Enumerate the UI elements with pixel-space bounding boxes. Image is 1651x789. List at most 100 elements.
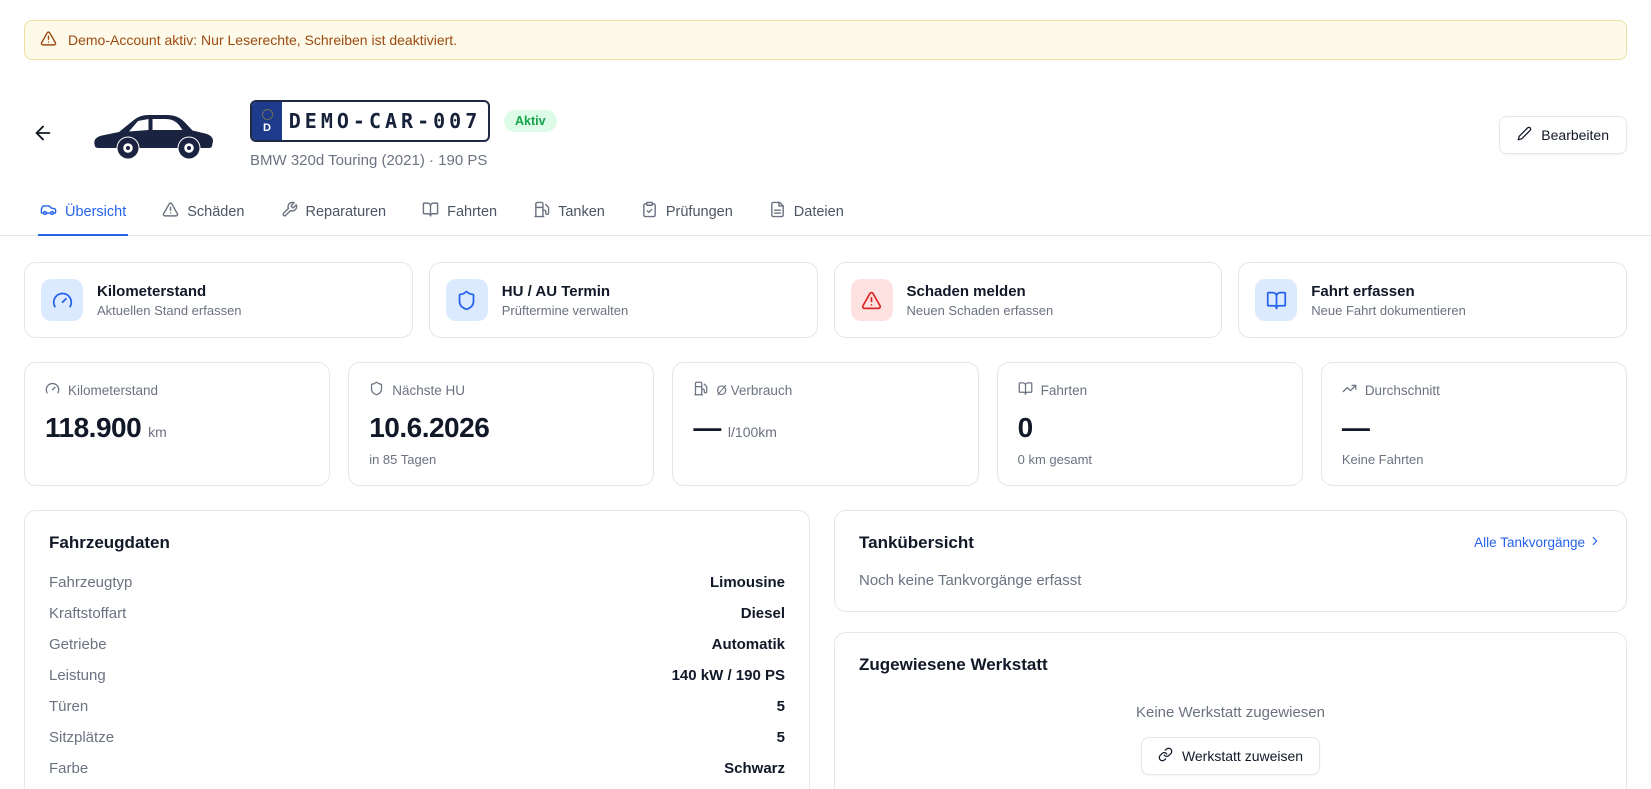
stat-kilometerstand: Kilometerstand 118.900 km <box>24 362 331 486</box>
plate-country-code: D <box>263 121 271 134</box>
quick-action-schaden-melden[interactable]: Schaden melden Neuen Schaden erfassen <box>833 262 1223 338</box>
quick-actions-row: Kilometerstand Aktuellen Stand erfassen … <box>24 262 1627 338</box>
warning-triangle-icon <box>40 30 57 50</box>
edit-button[interactable]: Bearbeiten <box>1499 115 1627 154</box>
tab-label: Schäden <box>187 203 245 220</box>
vehicle-subtitle: BMW 320d Touring (2021) · 190 PS <box>250 152 488 169</box>
vehicle-data-row: Leistung 140 kW / 190 PS <box>49 660 785 691</box>
stat-value: — <box>1341 412 1370 443</box>
gauge-icon <box>41 279 83 321</box>
quick-action-subtitle: Prüftermine verwalten <box>501 302 629 318</box>
stat-value: — <box>693 412 721 443</box>
fuel-empty-text: Noch keine Tankvorgänge erfasst <box>859 571 1082 589</box>
vehicle-header: D DEMO-CAR-007 Aktiv BMW 320d Touring (2… <box>24 100 1627 169</box>
stat-fahrten: Fahrten 0 0 km gesamt <box>996 362 1303 486</box>
workshop-empty-text: Keine Werkstatt zugewiesen <box>1136 703 1325 721</box>
row-value: Automatik <box>711 635 785 653</box>
row-label: Getriebe <box>49 635 107 653</box>
vehicle-data-row: Kraftstoffart Diesel <box>49 598 785 629</box>
back-button[interactable] <box>30 122 56 148</box>
clipboard-check-icon <box>641 201 658 222</box>
stat-value: 118.900 <box>45 412 142 443</box>
row-label: Farbe <box>49 759 89 777</box>
tab-uebersicht[interactable]: Übersicht <box>38 191 129 236</box>
quick-action-title: HU / AU Termin <box>501 282 611 300</box>
edit-button-label: Bearbeiten <box>1541 126 1609 143</box>
wrench-icon <box>281 201 298 222</box>
stat-suffix: km <box>148 424 167 440</box>
quick-action-title: Kilometerstand <box>97 282 207 300</box>
stat-label-text: Fahrten <box>1040 382 1088 398</box>
banner-text: Demo-Account aktiv: Nur Leserechte, Schr… <box>68 32 458 48</box>
tab-label: Dateien <box>793 203 844 220</box>
quick-action-fahrt-erfassen[interactable]: Fahrt erfassen Neue Fahrt dokumentieren <box>1238 262 1627 338</box>
quick-action-subtitle: Neue Fahrt dokumentieren <box>1311 302 1466 318</box>
warning-triangle-icon <box>162 201 179 222</box>
fuel-overview-panel: Tankübersicht Alle Tankvorgänge Noch kei… <box>834 509 1627 612</box>
quick-action-title: Schaden melden <box>906 282 1026 300</box>
vehicle-data-row: Sitzplätze 5 <box>49 722 785 753</box>
stat-suffix: l/100km <box>727 424 777 440</box>
row-label: Sitzplätze <box>49 728 115 746</box>
book-open-icon <box>1255 279 1298 321</box>
quick-action-subtitle: Neuen Schaden erfassen <box>906 302 1054 318</box>
tab-pruefungen[interactable]: Prüfungen <box>639 191 735 236</box>
panel-title: Zugewiesene Werkstatt <box>859 654 1048 674</box>
file-icon <box>769 201 786 222</box>
all-fuel-entries-link[interactable]: Alle Tankvorgänge <box>1474 534 1602 551</box>
link-label: Alle Tankvorgänge <box>1474 535 1585 551</box>
panel-title: Fahrzeugdaten <box>49 532 170 552</box>
vehicle-data-row: Türen 5 <box>49 691 785 722</box>
eu-plate-strip: D <box>252 102 282 140</box>
quick-action-kilometerstand[interactable]: Kilometerstand Aktuellen Stand erfassen <box>24 262 413 338</box>
vehicle-data-row: Farbe Schwarz <box>49 753 785 784</box>
tab-reparaturen[interactable]: Reparaturen <box>279 191 389 236</box>
stat-durchschnitt: Durchschnitt — Keine Fahrten <box>1320 362 1628 486</box>
stat-subtext: Keine Fahrten <box>1341 451 1424 467</box>
eu-stars-icon <box>261 108 273 120</box>
row-value: 140 kW / 190 PS <box>671 666 785 684</box>
stat-subtext <box>45 452 309 467</box>
warning-triangle-icon <box>850 279 893 321</box>
row-label: Leistung <box>49 666 106 684</box>
shield-icon <box>369 381 384 399</box>
fuel-pump-icon <box>693 381 708 399</box>
link-chain-icon <box>1158 747 1173 765</box>
stat-label-text: Nächste HU <box>392 382 465 398</box>
tab-label: Fahrten <box>447 203 498 220</box>
assign-workshop-button[interactable]: Werkstatt zuweisen <box>1140 736 1321 775</box>
row-label: Türen <box>49 697 89 715</box>
plate-number: DEMO-CAR-007 <box>288 109 482 133</box>
book-open-icon <box>422 201 439 222</box>
trending-up-icon <box>1342 381 1357 399</box>
vehicle-data-panel: Fahrzeugdaten Fahrzeugtyp Limousine Kraf… <box>24 509 810 789</box>
row-value: 5 <box>776 728 785 746</box>
stat-value: 10.6.2026 <box>369 412 490 443</box>
row-value: Diesel <box>740 604 785 622</box>
tab-fahrten[interactable]: Fahrten <box>420 191 499 236</box>
status-badge: Aktiv <box>504 110 557 132</box>
tab-tanken[interactable]: Tanken <box>531 191 607 236</box>
row-label: Fahrzeugtyp <box>49 573 133 591</box>
stat-subtext: in 85 Tagen <box>369 451 437 467</box>
tab-schaeden[interactable]: Schäden <box>160 191 246 236</box>
vehicle-data-row: Fahrzeugtyp Limousine <box>49 567 785 598</box>
vehicle-data-row: Getriebe Automatik <box>49 629 785 660</box>
row-value: Limousine <box>709 573 785 591</box>
license-plate: D DEMO-CAR-007 <box>250 100 490 142</box>
shield-icon <box>445 279 488 321</box>
fuel-pump-icon <box>533 201 550 222</box>
row-value: 5 <box>776 697 785 715</box>
arrow-left-icon <box>32 122 54 147</box>
tab-dateien[interactable]: Dateien <box>767 191 846 236</box>
stat-subtext <box>693 452 957 467</box>
quick-action-title: Fahrt erfassen <box>1311 282 1415 300</box>
gauge-icon <box>45 381 60 399</box>
quick-action-hu-au-termin[interactable]: HU / AU Termin Prüftermine verwalten <box>428 262 818 338</box>
stat-label-text: Durchschnitt <box>1364 382 1440 398</box>
workshop-panel: Zugewiesene Werkstatt Keine Werkstatt zu… <box>834 631 1627 789</box>
stat-verbrauch: Ø Verbrauch — l/100km <box>672 362 979 486</box>
stat-value: 0 <box>1017 412 1034 443</box>
book-open-icon <box>1018 381 1033 399</box>
car-icon <box>40 201 57 222</box>
